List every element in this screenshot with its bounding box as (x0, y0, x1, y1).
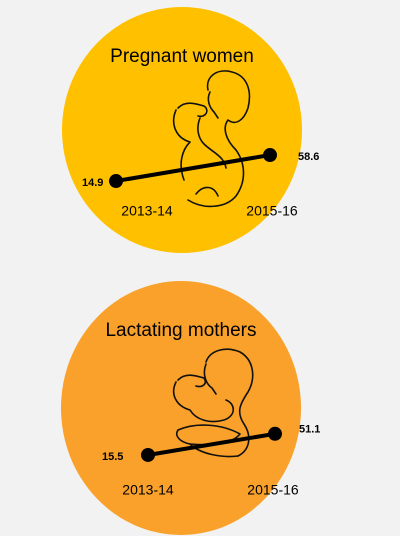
point (109, 174, 123, 188)
value-label: 51.1 (299, 424, 320, 436)
chart-title: Pregnant women (110, 46, 254, 67)
category-label: 2015-16 (247, 482, 299, 498)
page: Pregnant women 14.9 2013-14 58.6 2015-16 Lact… (0, 0, 412, 544)
point (268, 427, 282, 441)
chart-title: Lactating mothers (105, 320, 256, 341)
category-label: 2013-14 (122, 482, 174, 498)
value-label: 58.6 (298, 151, 319, 163)
value-label: 14.9 (82, 177, 103, 189)
infographic: Pregnant women 14.9 2013-14 58.6 2015-16 Lact… (0, 0, 412, 544)
point (141, 448, 155, 462)
point (263, 148, 277, 162)
value-label: 15.5 (102, 451, 123, 463)
category-label: 2015-16 (246, 203, 298, 219)
category-label: 2013-14 (121, 203, 173, 219)
